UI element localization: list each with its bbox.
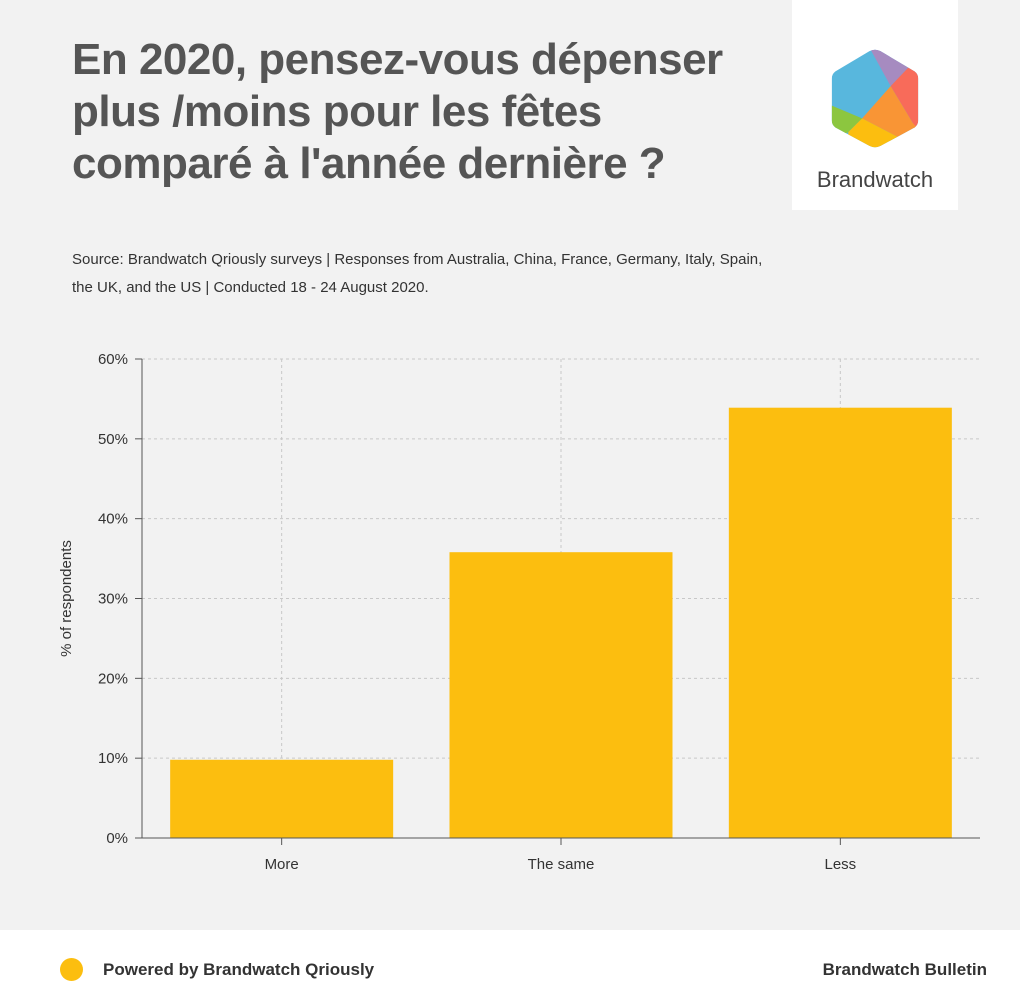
source-note: Source: Brandwatch Qriously surveys | Re… — [72, 251, 763, 296]
hexagon-logo-icon — [831, 49, 919, 148]
bar-less — [728, 407, 952, 838]
y-tick-label: 20% — [98, 670, 128, 687]
brandwatch-logo: Brandwatch — [792, 0, 958, 210]
y-axis-label: % of respondents — [58, 540, 75, 657]
y-tick-label: 0% — [106, 830, 128, 847]
footer: Powered by Brandwatch Qriously Brandwatc… — [0, 930, 1020, 1008]
y-tick-label: 10% — [98, 750, 128, 767]
powered-by-text: Powered by Brandwatch Qriously — [103, 960, 375, 979]
logo-text: Brandwatch — [816, 167, 934, 192]
brandwatch-bulletin-link[interactable]: Brandwatch Bulletin — [822, 960, 987, 979]
x-tick-label: Less — [824, 856, 856, 873]
x-tick-label: More — [265, 856, 299, 873]
x-tick-label: The same — [528, 856, 595, 873]
brand-dot-icon — [60, 958, 83, 981]
bar-chart: 0% 10% 20% 30% 40% 50% 60% More The same Less % of… — [58, 351, 980, 873]
y-tick-label: 50% — [98, 431, 128, 448]
bar-more — [170, 759, 394, 838]
y-tick-label: 30% — [98, 591, 128, 608]
y-tick-label: 40% — [98, 511, 128, 528]
bar-the-same — [449, 552, 673, 838]
chart-title: En 2020, pensez-vous dépenser plus /moin… — [72, 35, 723, 188]
y-tick-label: 60% — [98, 351, 128, 368]
